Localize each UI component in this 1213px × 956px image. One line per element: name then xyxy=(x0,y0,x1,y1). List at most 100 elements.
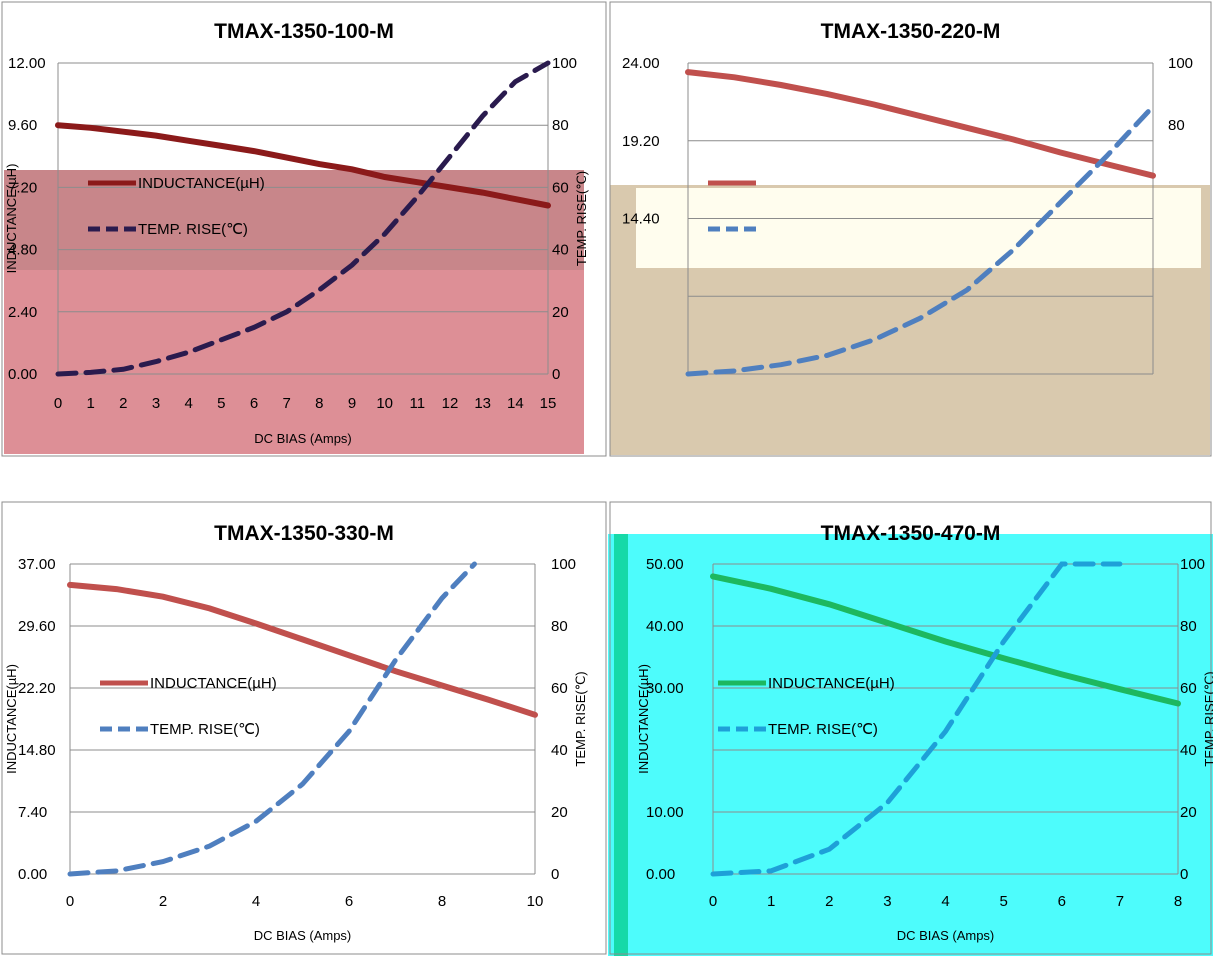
chart-panel-3: 0.00 7.40 14.80 22.20 29.60 37.00 0 20 40 60 80 100… xyxy=(0,500,608,956)
y-tick-label: 7.40 xyxy=(18,804,47,821)
legend-temp-label: TEMP. RISE(℃) xyxy=(768,721,878,738)
temp-rise-series-line xyxy=(685,104,1156,377)
y2-tick-label: 0 xyxy=(1180,866,1188,883)
temp-rise-series-line xyxy=(67,561,477,877)
y2-tick-label: 20 xyxy=(552,304,569,321)
x-tick-label: 13 xyxy=(474,395,491,412)
y-tick-label: 50.00 xyxy=(646,556,684,573)
y-tick-label: 22.20 xyxy=(18,680,56,697)
legend-temp-label: TEMP. RISE(℃) xyxy=(150,721,260,738)
x-tick-label: 5 xyxy=(999,893,1007,910)
y2-tick-label: 20 xyxy=(551,804,568,821)
legend-inductance-label: INDUCTANCE(µH) xyxy=(768,675,895,692)
x-tick-label: 1 xyxy=(767,893,775,910)
x-tick-label: 7 xyxy=(282,395,290,412)
y2-axis-label: TEMP. RISE(℃) xyxy=(1202,671,1213,766)
y-axis-label: INDUCTANCE(µH) xyxy=(4,664,19,774)
x-axis-label: DC BIAS (Amps) xyxy=(254,431,352,446)
y2-tick-label: 60 xyxy=(1180,680,1197,697)
x-tick-label: 6 xyxy=(1058,893,1066,910)
chart-panel-1: 0.00 2.40 4.80 7.20 9.60 12.00 0 20 40 60 80 100 0 1 2… xyxy=(0,0,608,458)
x-tick-label: 7 xyxy=(1116,893,1124,910)
x-tick-label: 8 xyxy=(438,893,446,910)
y-tick-label: 12.00 xyxy=(8,55,46,72)
chart-tmax-470: 0.00 10.00 30.00 40.00 50.00 0 20 40 60 80 100 0 1 2 3… xyxy=(608,501,1213,956)
x-tick-label: 4 xyxy=(941,893,949,910)
y2-axis-label: TEMP. RISE(℃) xyxy=(573,671,588,766)
y2-tick-label: 60 xyxy=(552,179,569,196)
x-tick-label: 2 xyxy=(825,893,833,910)
chart-title: TMAX-1350-220-M xyxy=(821,20,1001,43)
y-tick-label: 2.40 xyxy=(8,304,37,321)
y2-tick-label: 100 xyxy=(1180,556,1205,573)
y2-tick-label: 40 xyxy=(552,242,569,259)
y2-tick-label: 40 xyxy=(1180,742,1197,759)
y-tick-label: 0.00 xyxy=(18,866,47,883)
y-tick-label: 7.20 xyxy=(8,179,37,196)
y-tick-label: 30.00 xyxy=(646,680,684,697)
x-tick-label: 3 xyxy=(883,893,891,910)
y-tick-label: 9.60 xyxy=(8,117,37,134)
x-tick-label: 0 xyxy=(709,893,717,910)
x-tick-label: 4 xyxy=(252,893,260,910)
y2-tick-label: 40 xyxy=(551,742,568,759)
y-axis-label: INDUCTANCE(µH) xyxy=(4,164,19,274)
plot-background-0 xyxy=(608,534,1213,956)
legend-inductance-label: INDUCTANCE(µH) xyxy=(150,675,277,692)
x-tick-label: 15 xyxy=(540,395,557,412)
chart-tmax-220: 14.40 19.20 24.00 80 100 TMAX-1350-220-M xyxy=(609,1,1212,457)
x-tick-label: 8 xyxy=(1174,893,1182,910)
y-tick-label: 40.00 xyxy=(646,618,684,635)
y-tick-label: 4.80 xyxy=(8,242,37,259)
chart-frame xyxy=(609,501,1212,955)
y2-tick-label: 0 xyxy=(552,366,560,383)
x-tick-label: 14 xyxy=(507,395,524,412)
y2-tick-label: 80 xyxy=(1180,618,1197,635)
legend-inductance-label: INDUCTANCE(µH) xyxy=(138,175,265,192)
temp-rise-series-line xyxy=(55,60,551,377)
y2-axis-label: TEMP. RISE(℃) xyxy=(574,171,589,266)
inductance-series-line xyxy=(685,69,1156,179)
inductance-series-line xyxy=(55,122,551,209)
y2-tick-label: 80 xyxy=(1168,117,1185,134)
x-tick-label: 9 xyxy=(348,395,356,412)
y-tick-label: 29.60 xyxy=(18,618,56,635)
y2-tick-label: 100 xyxy=(1168,55,1193,72)
plot-background-1 xyxy=(4,170,584,270)
y-tick-label: 14.80 xyxy=(18,742,56,759)
x-tick-label: 4 xyxy=(184,395,192,412)
y-tick-label: 0.00 xyxy=(646,866,675,883)
left-stripe xyxy=(614,534,628,956)
chart-title: TMAX-1350-330-M xyxy=(214,522,394,545)
x-tick-label: 5 xyxy=(217,395,225,412)
legend-temp-label: TEMP. RISE(℃) xyxy=(138,221,248,238)
x-tick-label: 0 xyxy=(66,893,74,910)
x-tick-label: 3 xyxy=(152,395,160,412)
x-axis-label: DC BIAS (Amps) xyxy=(254,928,352,943)
inductance-series-line xyxy=(710,573,1181,707)
chart-tmax-330: 0.007.4014.8022.2029.6037.00020406080100… xyxy=(1,501,607,955)
chart-title: TMAX-1350-100-M xyxy=(214,20,394,43)
x-tick-label: 6 xyxy=(250,395,258,412)
y-tick-label: 0.00 xyxy=(8,366,37,383)
chart-frame xyxy=(1,1,607,457)
x-tick-label: 2 xyxy=(159,893,167,910)
plot-background-1 xyxy=(636,188,1201,268)
x-tick-label: 11 xyxy=(410,395,426,412)
x-tick-label: 8 xyxy=(315,395,323,412)
temp-rise-series-line xyxy=(710,561,1123,877)
inductance-series-line xyxy=(67,581,538,718)
chart-panel-2: 14.40 19.20 24.00 80 100 TMAX-1350-220-M xyxy=(608,0,1213,458)
chart-frame xyxy=(609,1,1212,457)
y-axis-label: INDUCTANCE(µH) xyxy=(636,664,651,774)
y-tick-label: 24.00 xyxy=(622,55,660,72)
y-tick-label: 10.00 xyxy=(646,804,684,821)
y-tick-label: 14.40 xyxy=(622,211,660,228)
x-tick-label: 6 xyxy=(345,893,353,910)
x-tick-label: 0 xyxy=(54,395,62,412)
y2-tick-label: 100 xyxy=(551,556,576,573)
y2-tick-label: 80 xyxy=(552,117,569,134)
x-axis-label: DC BIAS (Amps) xyxy=(897,928,995,943)
y2-tick-label: 80 xyxy=(551,618,568,635)
y2-tick-label: 100 xyxy=(552,55,577,72)
